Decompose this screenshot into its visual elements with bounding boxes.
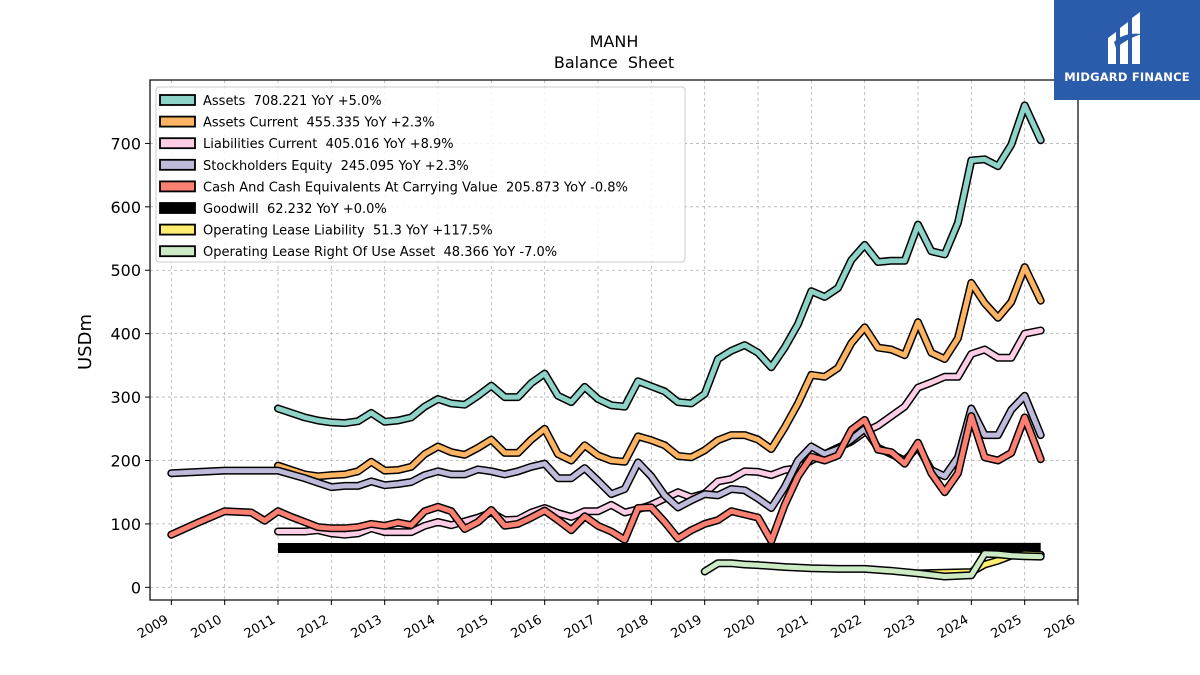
legend-swatch (159, 158, 196, 171)
x-tick-label: 2015 (455, 612, 491, 642)
legend-swatch (159, 180, 196, 193)
y-tick-label: 400 (110, 325, 141, 344)
x-tick-label: 2017 (562, 612, 598, 642)
x-tick-label: 2009 (135, 612, 171, 642)
legend-label: Assets Current 455.335 YoY +2.3% (203, 116, 435, 131)
legend-swatch (159, 137, 196, 150)
midgard-logo-icon (1108, 12, 1142, 64)
y-tick-label: 300 (110, 388, 141, 407)
y-tick-label: 600 (110, 198, 141, 217)
series-line (275, 102, 1044, 426)
y-axis-label: USDm (75, 314, 96, 370)
chart-title: MANH (590, 32, 639, 51)
x-tick-label: 2026 (1042, 612, 1078, 642)
x-tick-label: 2022 (829, 612, 865, 642)
chart-subtitle: Balance Sheet (554, 53, 674, 72)
x-tick-label: 2013 (349, 612, 385, 642)
y-tick-label: 100 (110, 515, 141, 534)
y-tick-label: 0 (131, 578, 141, 597)
brand-name: MIDGARD FINANCE (1064, 70, 1190, 84)
legend-label: Stockholders Equity 245.095 YoY +2.3% (203, 159, 469, 174)
x-tick-label: 2016 (509, 612, 545, 642)
legend-swatch (159, 94, 196, 106)
y-tick-label: 500 (110, 261, 141, 280)
legend-box (155, 86, 686, 263)
x-tick-label: 2019 (669, 612, 705, 642)
x-tick-label: 2011 (242, 612, 278, 642)
x-tick-label: 2020 (722, 612, 758, 642)
x-tick-label: 2012 (295, 612, 331, 642)
legend-label: Assets 708.221 YoY +5.0% (203, 94, 382, 109)
x-tick-label: 2024 (935, 612, 971, 642)
legend: Assets 708.221 YoY +5.0% Assets Current 4… (155, 86, 686, 263)
series-line (275, 264, 1044, 479)
x-tick-label: 2014 (402, 612, 438, 642)
y-tick-label: 700 (110, 134, 141, 153)
legend-swatch (159, 223, 196, 236)
x-tick-label: 2023 (882, 612, 918, 642)
series-line-outline (274, 326, 1045, 539)
plot-frame (149, 79, 1079, 601)
series-line (168, 413, 1044, 544)
legend-swatch (159, 115, 196, 128)
x-tick-label: 2025 (989, 612, 1025, 642)
x-tick-label: 2010 (189, 612, 225, 642)
legend-label: Cash And Cash Equivalents At Carrying Va… (203, 180, 628, 195)
x-tick-label: 2018 (615, 612, 651, 642)
legend-label: Operating Lease Right Of Use Asset 48.36… (203, 245, 557, 260)
legend-label: Operating Lease Liability 51.3 YoY +117.… (203, 224, 493, 239)
legend-label: Goodwill 62.232 YoY +0.0% (203, 202, 387, 217)
brand-logo: MIDGARD FINANCE (1054, 0, 1200, 100)
series-layer (167, 101, 1045, 581)
legend-label: Liabilities Current 405.016 YoY +8.9% (203, 137, 454, 152)
series-line (702, 551, 1044, 579)
legend-swatch (159, 202, 196, 214)
y-tick-label: 200 (110, 451, 141, 470)
x-tick-label: 2021 (775, 612, 811, 642)
legend-swatch (159, 245, 196, 258)
